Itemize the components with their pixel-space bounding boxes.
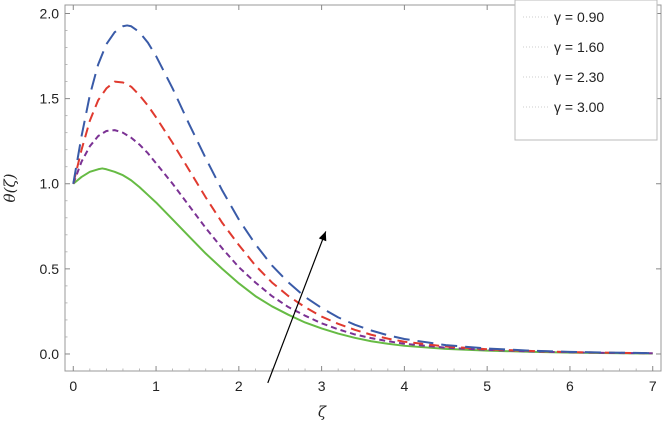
x-tick-label: 7	[649, 378, 657, 394]
y-tick-label: 2.0	[40, 6, 60, 22]
curves	[72, 24, 653, 355]
y-tick-label: 1.5	[40, 91, 60, 107]
arrow-head	[318, 231, 327, 242]
x-axis-label: ζ	[318, 403, 327, 421]
y-axis-label: θ(ζ)	[1, 173, 19, 202]
series-line-2	[72, 129, 653, 355]
x-tick-label: 5	[483, 378, 491, 394]
x-tick-label: 3	[318, 378, 326, 394]
x-tick-label: 2	[235, 378, 243, 394]
legend-label: γ = 3.00	[554, 99, 604, 115]
y-tick-label: 1.0	[40, 176, 60, 192]
arrow-shaft	[267, 231, 327, 384]
axis-ticks: 0 1 2 3 4 5 6 7 0.0 0.5 1.0 1.5 2.0	[40, 5, 661, 394]
legend-label: γ = 1.60	[554, 39, 604, 55]
x-tick-label: 0	[69, 378, 77, 394]
legend-label: γ = 2.30	[554, 69, 604, 85]
annotation-arrow	[267, 231, 327, 384]
y-tick-label: 0.5	[40, 261, 60, 277]
series-line-3	[72, 80, 653, 355]
x-tick-label: 1	[152, 378, 160, 394]
legend: γ = 0.90 γ = 1.60 γ = 2.30 γ = 3.00	[514, 0, 658, 141]
legend-box	[514, 0, 658, 141]
x-tick-label: 4	[400, 378, 408, 394]
plot-frame	[64, 4, 662, 372]
legend-label: γ = 0.90	[554, 9, 604, 25]
series-line-1	[72, 167, 653, 355]
y-tick-label: 0.0	[40, 346, 60, 362]
series-line-4	[72, 24, 653, 355]
x-tick-label: 6	[566, 378, 574, 394]
